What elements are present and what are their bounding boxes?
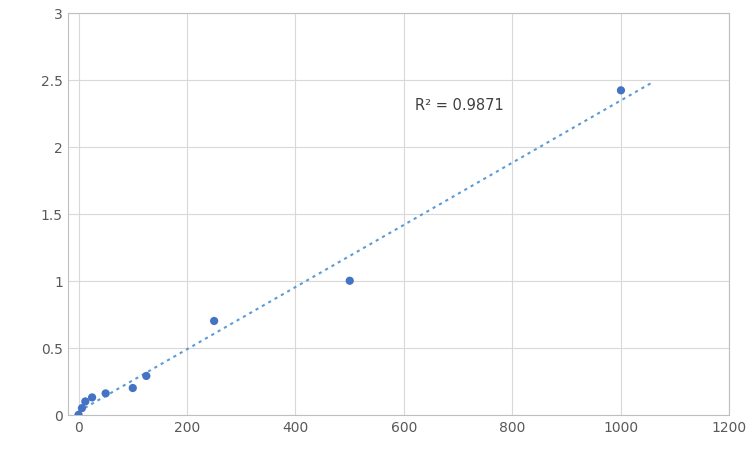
Point [72, 411, 84, 419]
Point [86, 394, 98, 401]
Point [208, 318, 220, 325]
Point [615, 87, 627, 95]
Point [76, 405, 88, 412]
Point [79, 398, 91, 405]
Point [99, 390, 111, 397]
Point [141, 373, 153, 380]
Point [344, 277, 356, 285]
Text: R² = 0.9871: R² = 0.9871 [415, 98, 504, 113]
Point [127, 385, 139, 392]
